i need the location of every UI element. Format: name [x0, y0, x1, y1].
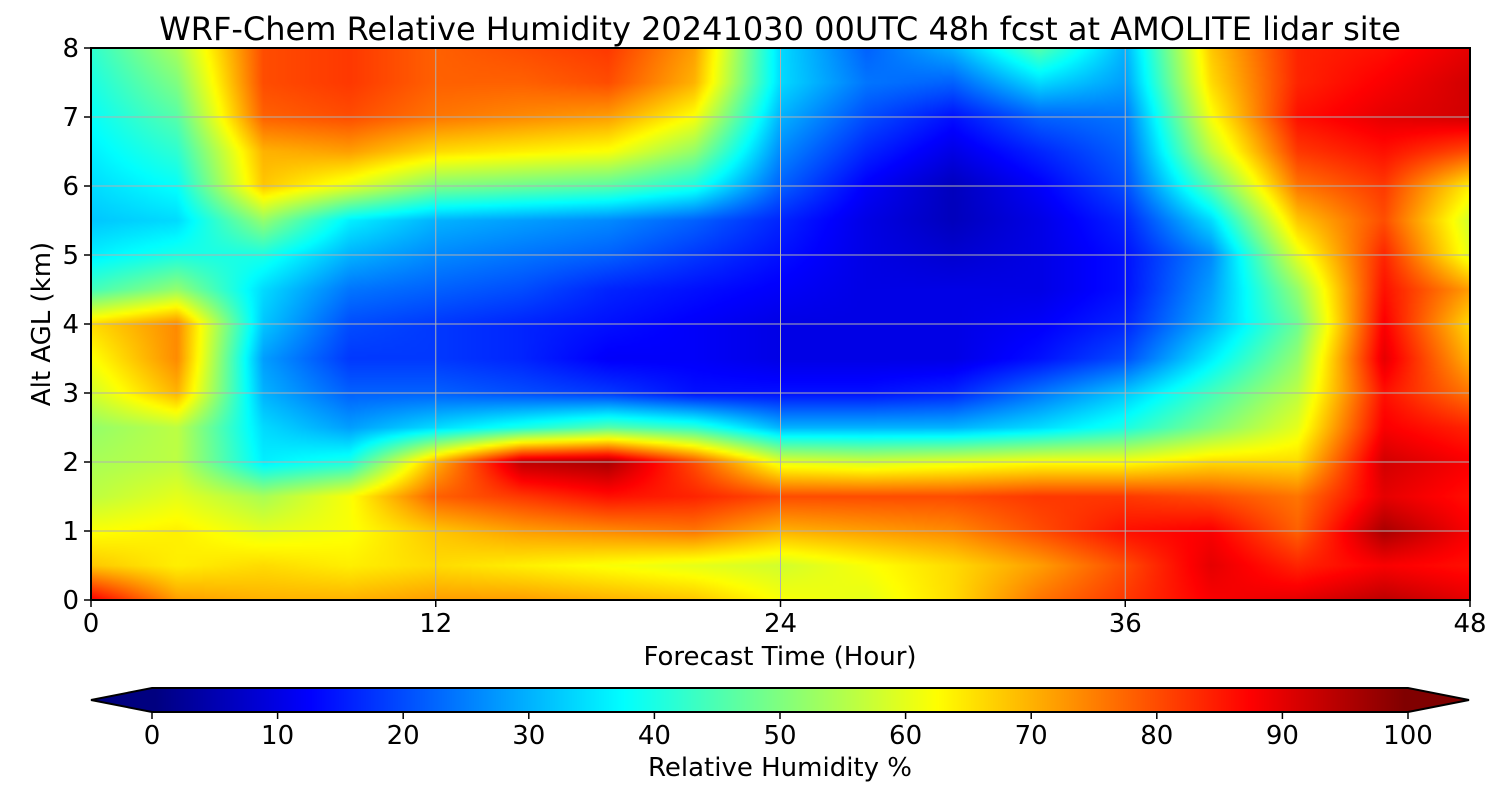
y-tick-label: 0 [62, 586, 79, 616]
y-tick-label: 4 [62, 310, 79, 340]
x-axis: 0 12 24 36 48 [83, 600, 1487, 639]
y-tick-label: 5 [62, 241, 79, 271]
y-axis-label: Alt AGL (km) [27, 242, 57, 406]
x-tick-label: 0 [83, 609, 100, 639]
colorbar-label: Relative Humidity % [648, 753, 912, 783]
colorbar-tick-label: 60 [889, 721, 922, 751]
colorbar-tick-label: 0 [144, 721, 161, 751]
y-axis: 0 1 2 3 4 5 6 7 8 [62, 34, 91, 616]
colorbar-tick-label: 70 [1015, 721, 1048, 751]
colorbar-ticks: 0 10 20 30 40 50 60 70 80 90 100 [144, 712, 1433, 751]
y-tick-label: 8 [62, 34, 79, 64]
colorbar-tick-label: 40 [638, 721, 671, 751]
colorbar-tick-label: 20 [387, 721, 420, 751]
x-axis-label: Forecast Time (Hour) [643, 642, 916, 672]
x-tick-label: 24 [764, 609, 797, 639]
y-tick-label: 7 [62, 103, 79, 133]
colorbar-image [152, 688, 1408, 712]
colorbar-tick-label: 100 [1383, 721, 1433, 751]
x-tick-label: 48 [1453, 609, 1486, 639]
colorbar-tick-label: 90 [1266, 721, 1299, 751]
colorbar-tick-label: 30 [512, 721, 545, 751]
colorbar-tick-label: 10 [261, 721, 294, 751]
chart-title: WRF-Chem Relative Humidity 20241030 00UT… [159, 10, 1401, 48]
colorbar-tick-label: 80 [1140, 721, 1173, 751]
y-tick-label: 6 [62, 172, 79, 202]
colorbar-extend-high [1408, 688, 1469, 712]
x-tick-label: 12 [419, 609, 452, 639]
y-tick-label: 2 [62, 448, 79, 478]
colorbar-tick-label: 50 [763, 721, 796, 751]
y-tick-label: 3 [62, 379, 79, 409]
grid-lines [91, 48, 1470, 600]
x-tick-label: 36 [1109, 609, 1142, 639]
y-tick-label: 1 [62, 517, 79, 547]
colorbar-extend-low [91, 688, 152, 712]
